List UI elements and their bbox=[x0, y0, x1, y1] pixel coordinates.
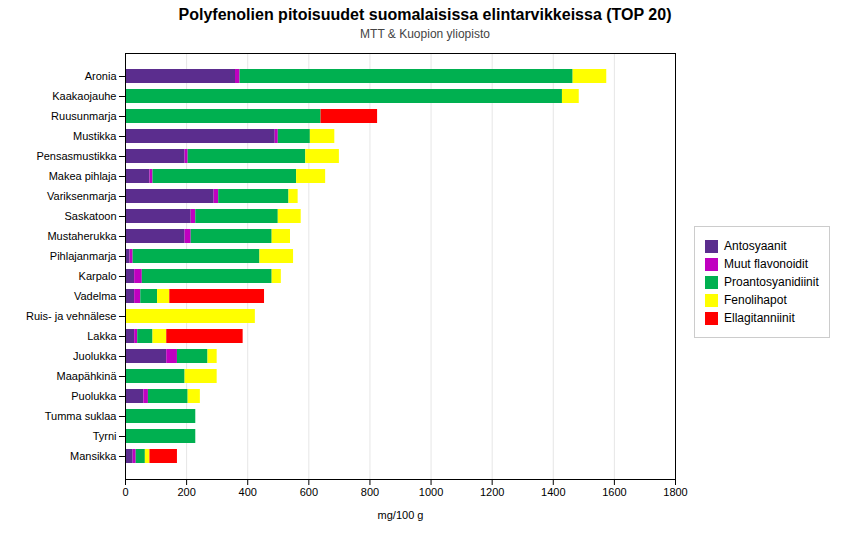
svg-text:Lakka: Lakka bbox=[87, 330, 117, 342]
svg-text:Ruusunmarja: Ruusunmarja bbox=[51, 110, 117, 122]
svg-text:Pihlajanmarja: Pihlajanmarja bbox=[50, 250, 118, 262]
svg-text:1600: 1600 bbox=[602, 486, 626, 498]
svg-text:1800: 1800 bbox=[663, 486, 687, 498]
html-text:MTT & Kuopion yliopisto: MTT & Kuopion yliopisto bbox=[360, 27, 490, 41]
svg-text:Karpalo: Karpalo bbox=[79, 270, 117, 282]
svg-text:Mansikka: Mansikka bbox=[70, 450, 117, 462]
svg-text:Vadelma: Vadelma bbox=[74, 290, 117, 302]
html-text:Muut flavonoidit: Muut flavonoidit bbox=[724, 257, 808, 271]
svg-text:1200: 1200 bbox=[480, 486, 504, 498]
svg-text:200: 200 bbox=[177, 486, 195, 498]
svg-text:Kaakaojauhe: Kaakaojauhe bbox=[52, 90, 116, 102]
svg-text:Mustikka: Mustikka bbox=[73, 130, 117, 142]
svg-text:0: 0 bbox=[122, 486, 128, 498]
html-text:Fenolihapot: Fenolihapot bbox=[724, 293, 787, 307]
html-text:Ellagitanniinit: Ellagitanniinit bbox=[724, 311, 795, 325]
svg-text:Tumma suklaa: Tumma suklaa bbox=[45, 410, 118, 422]
svg-text:Saskatoon: Saskatoon bbox=[65, 210, 117, 222]
svg-text:800: 800 bbox=[361, 486, 379, 498]
svg-text:400: 400 bbox=[239, 486, 257, 498]
svg-text:mg/100 g: mg/100 g bbox=[378, 509, 424, 521]
svg-text:Makea pihlaja: Makea pihlaja bbox=[49, 170, 118, 182]
html-text:Proantosyanidiinit: Proantosyanidiinit bbox=[724, 275, 819, 289]
svg-text:Tyrni: Tyrni bbox=[93, 430, 117, 442]
svg-text:1400: 1400 bbox=[541, 486, 565, 498]
svg-text:Juolukka: Juolukka bbox=[73, 350, 117, 362]
svg-text:Pensasmustikka: Pensasmustikka bbox=[36, 150, 117, 162]
svg-text:Aronia: Aronia bbox=[85, 70, 118, 82]
svg-text:Puolukka: Puolukka bbox=[71, 390, 117, 402]
svg-text:1000: 1000 bbox=[419, 486, 443, 498]
html-text:Polyfenolien pitoisuudet suoma: Polyfenolien pitoisuudet suomalaisissa e… bbox=[178, 6, 672, 23]
svg-text:Variksenmarja: Variksenmarja bbox=[47, 190, 117, 202]
svg-text:Maapähkinä: Maapähkinä bbox=[57, 370, 118, 382]
svg-text:Mustaherukka: Mustaherukka bbox=[47, 230, 117, 242]
svg-text:Ruis- ja vehnälese: Ruis- ja vehnälese bbox=[26, 310, 117, 322]
svg-text:600: 600 bbox=[300, 486, 318, 498]
html-text:Antosyaanit: Antosyaanit bbox=[724, 239, 787, 253]
